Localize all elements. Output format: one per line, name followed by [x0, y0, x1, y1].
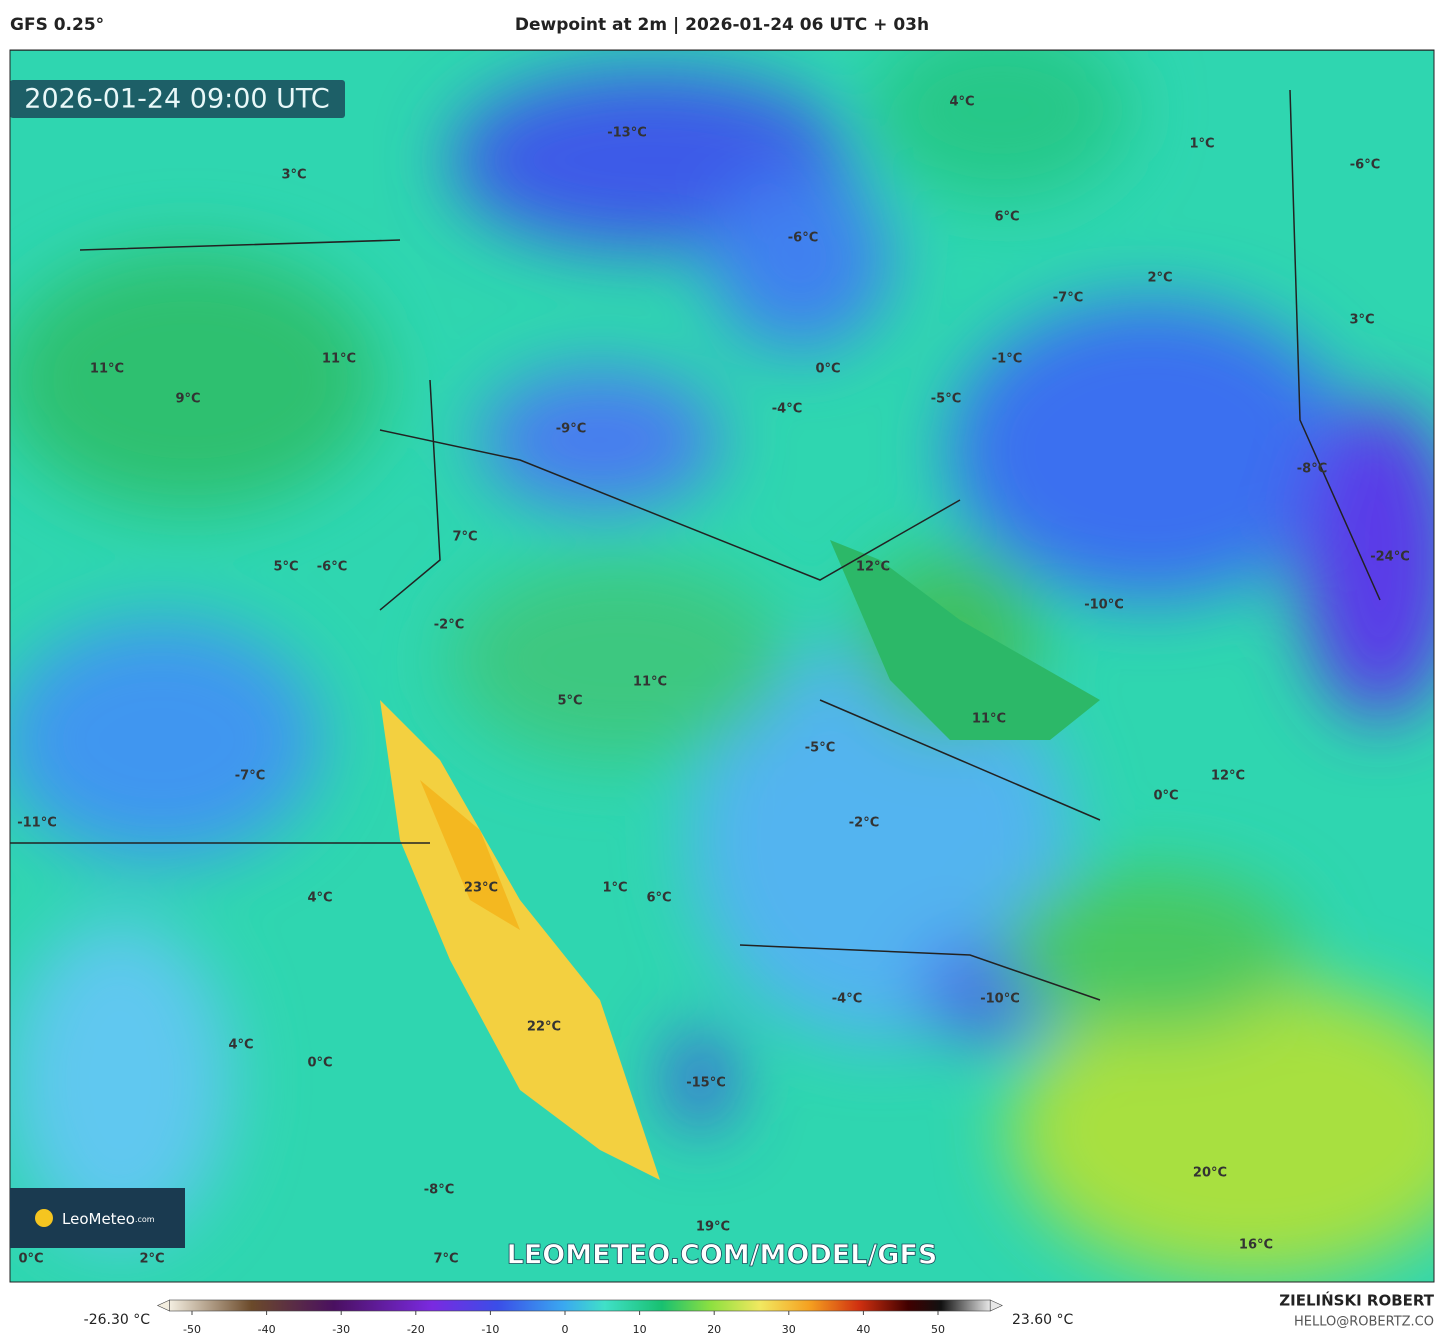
- temp-label: -13°C: [607, 126, 647, 141]
- temp-label: 4°C: [949, 95, 974, 110]
- colorbar-tick-label: 0: [562, 1323, 569, 1336]
- temp-label: -7°C: [235, 769, 265, 784]
- temp-label: 3°C: [281, 168, 306, 183]
- temp-label: -5°C: [805, 741, 835, 756]
- colorbar-tick-label: -30: [332, 1323, 350, 1336]
- author: ZIELIŃSKI ROBERT: [1279, 1291, 1434, 1310]
- temp-label: 11°C: [972, 712, 1006, 727]
- temp-label: -2°C: [434, 618, 464, 633]
- temp-label: 11°C: [90, 362, 124, 377]
- temp-label: -10°C: [980, 992, 1020, 1007]
- temp-label: 4°C: [307, 891, 332, 906]
- temp-label: 7°C: [452, 530, 477, 545]
- temp-label: 1°C: [602, 881, 627, 896]
- temp-label: 20°C: [1193, 1166, 1227, 1181]
- colorbar-tick-label: 40: [856, 1323, 870, 1336]
- colorbar-arrow: [989, 1299, 1003, 1312]
- temp-label: -2°C: [849, 816, 879, 831]
- watermark: LEOMETEO.COM/MODEL/GFS: [507, 1240, 938, 1271]
- temp-label: 2°C: [1147, 271, 1172, 286]
- labels: 4°C -13°C 1°C -6°C 3°C 6°C -6°C 2°C -7°C 3°C 11°C -…: [17, 95, 1410, 1267]
- temp-label: 19°C: [696, 1220, 730, 1235]
- map-title: Dewpoint at 2m | 2026-01-24 06 UTC + 03h: [515, 15, 929, 35]
- temp-label: 11°C: [322, 352, 356, 367]
- temp-label: -7°C: [1053, 291, 1083, 306]
- temp-label: 0°C: [18, 1252, 43, 1267]
- colorbar-tick-label: -10: [481, 1323, 499, 1336]
- colorbar-tick-label: 30: [782, 1323, 796, 1336]
- temp-label: -6°C: [317, 560, 347, 575]
- logo-sun: [35, 1209, 53, 1227]
- timestamp-box: [10, 80, 345, 118]
- timestamp: 2026-01-24 09:00 UTC: [24, 84, 329, 115]
- temp-label: 11°C: [633, 675, 667, 690]
- colorbar: -50 -40 -30 -20 -10 0 10 20 30 40 50: [156, 1299, 1003, 1336]
- colorbar-tick-label: -50: [183, 1323, 201, 1336]
- temp-label: -1°C: [992, 352, 1022, 367]
- temp-label: -6°C: [788, 231, 818, 246]
- colorbar-tick-label: -20: [407, 1323, 425, 1336]
- colorbar-tick-label: 20: [707, 1323, 721, 1336]
- temp-label: -15°C: [686, 1076, 726, 1091]
- temp-label: 3°C: [1349, 313, 1374, 328]
- temp-label: 0°C: [815, 362, 840, 377]
- temp-label: 9°C: [175, 392, 200, 407]
- email: HELLO@ROBERTZ.CO: [1294, 1315, 1434, 1330]
- temp-label: -24°C: [1370, 550, 1410, 565]
- temp-label: -8°C: [1297, 462, 1327, 477]
- temp-label: -4°C: [832, 992, 862, 1007]
- temp-label: -5°C: [931, 392, 961, 407]
- temp-label: -10°C: [1084, 598, 1124, 613]
- temp-label: 2°C: [139, 1252, 164, 1267]
- temp-label: -6°C: [1350, 158, 1380, 173]
- model-name: GFS 0.25°: [10, 15, 104, 35]
- temp-label: -9°C: [556, 422, 586, 437]
- map: [10, 50, 1434, 1282]
- colorbar-tick-label: 10: [633, 1323, 647, 1336]
- logo: LeoMeteo.com: [62, 1210, 155, 1228]
- temp-label: 5°C: [273, 560, 298, 575]
- temp-label: 12°C: [1211, 769, 1245, 784]
- temp-label: 5°C: [557, 694, 582, 709]
- temp-label: -11°C: [17, 816, 57, 831]
- temp-label: 6°C: [994, 210, 1019, 225]
- temp-label: 0°C: [1153, 789, 1178, 804]
- temp-label: 7°C: [433, 1252, 458, 1267]
- colorbar-tick-label: -40: [258, 1323, 276, 1336]
- colorbar-arrow: [156, 1299, 170, 1312]
- temp-label: 4°C: [228, 1038, 253, 1053]
- temp-label: 1°C: [1189, 137, 1214, 152]
- temp-label: 0°C: [307, 1056, 332, 1071]
- colorbar-max: 23.60 °C: [1012, 1312, 1074, 1328]
- temp-label: -8°C: [424, 1183, 454, 1198]
- temp-label: 23°C: [464, 881, 498, 896]
- colorbar-tick-label: 50: [931, 1323, 945, 1336]
- temp-label: 12°C: [856, 560, 890, 575]
- temp-label: -4°C: [772, 402, 802, 417]
- temp-label: 6°C: [646, 891, 671, 906]
- temp-label: 22°C: [527, 1020, 561, 1035]
- colorbar-min: -26.30 °C: [84, 1312, 151, 1328]
- colorbar-bar: [169, 1299, 991, 1312]
- temp-label: 16°C: [1239, 1238, 1273, 1253]
